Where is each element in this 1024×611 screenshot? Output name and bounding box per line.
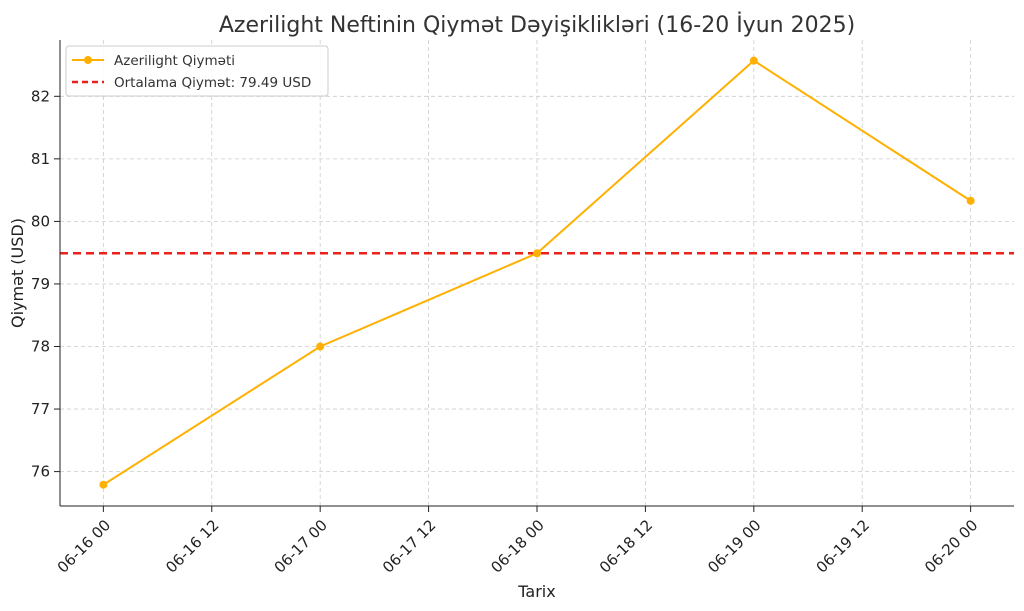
y-tick-label: 82 xyxy=(31,87,50,105)
data-point xyxy=(533,249,541,258)
y-ticks: 76 77 78 79 80 81 82 xyxy=(31,87,60,481)
x-tick-label: 06-18 12 xyxy=(596,516,656,576)
y-tick-label: 80 xyxy=(31,212,50,230)
legend-box xyxy=(65,45,329,97)
x-tick-label: 06-19 12 xyxy=(813,516,873,576)
x-tick-label: 06-19 00 xyxy=(704,516,764,576)
y-tick-label: 76 xyxy=(31,463,50,481)
x-tick-label: 06-20 00 xyxy=(921,516,981,576)
x-tick-label: 06-16 00 xyxy=(54,516,114,576)
grid xyxy=(60,40,1014,506)
y-tick-label: 81 xyxy=(31,150,50,168)
x-tick-label: 06-17 12 xyxy=(379,516,439,576)
x-tick-label: 06-18 00 xyxy=(487,516,547,576)
legend-mean-label: Ortalama Qiymət: 79.49 USD xyxy=(114,75,311,91)
data-point xyxy=(99,480,108,489)
legend-series-marker xyxy=(84,56,92,64)
x-axis-label: Tarix xyxy=(517,582,555,601)
y-tick-label: 77 xyxy=(31,400,50,418)
y-tick-label: 79 xyxy=(31,275,50,293)
x-tick-label: 06-17 00 xyxy=(271,516,331,576)
series-layer xyxy=(99,56,975,489)
y-tick-label: 78 xyxy=(31,337,50,355)
data-point xyxy=(316,342,325,351)
y-axis-label: Qiymət (USD) xyxy=(8,218,27,328)
chart-title: Azerilight Neftinin Qiymət Dəyişikliklər… xyxy=(219,12,855,38)
x-ticks: 06-16 00 06-16 12 06-17 00 06-17 12 06-18 00… xyxy=(54,506,981,577)
data-point xyxy=(966,196,975,205)
data-point xyxy=(749,56,758,65)
legend-series-label: Azerilight Qiyməti xyxy=(114,53,235,69)
x-tick-label: 06-16 12 xyxy=(162,516,222,576)
legend: Azerilight Qiyməti Ortalama Qiymət: 79.4… xyxy=(65,45,329,97)
